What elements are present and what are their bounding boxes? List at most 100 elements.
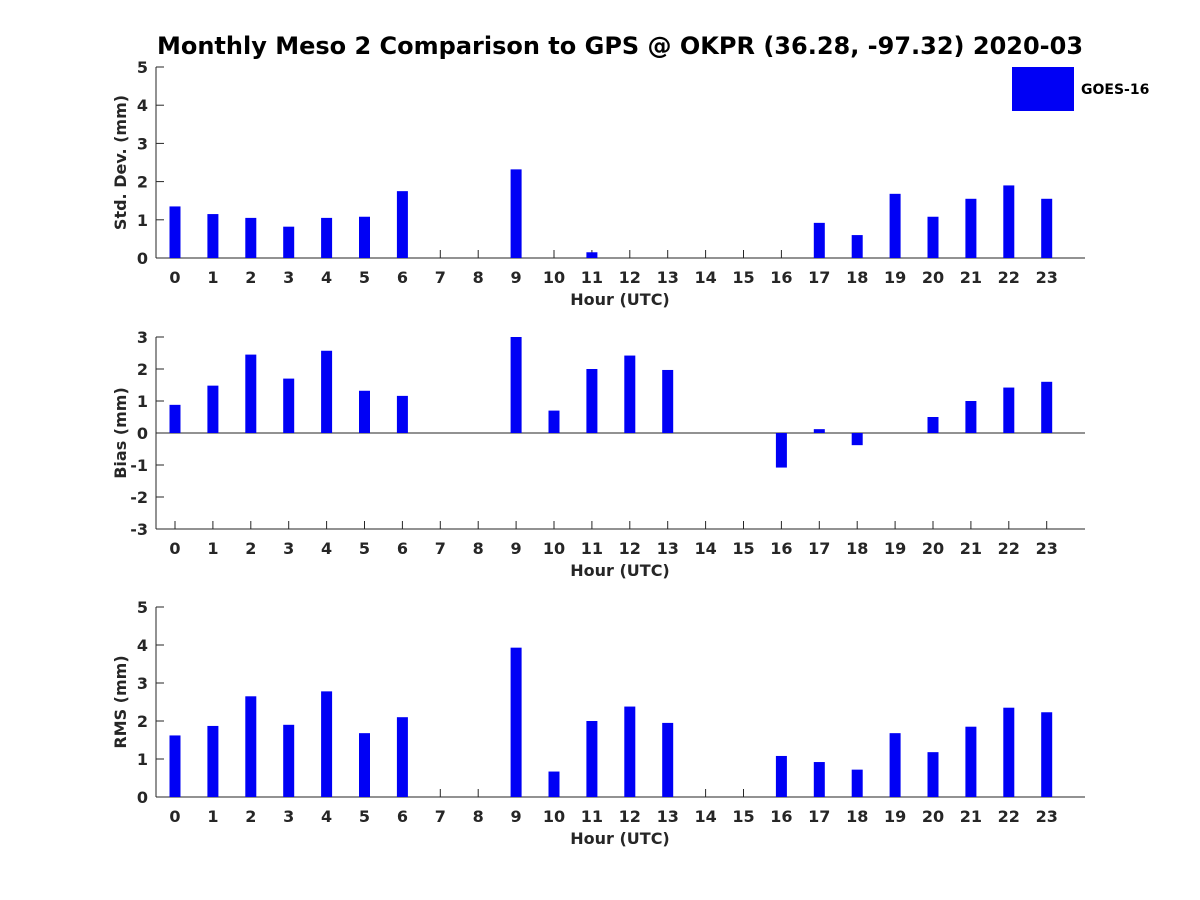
x-tick-label: 21	[960, 268, 982, 287]
x-tick-label: 5	[359, 807, 370, 826]
x-tick-label: 1	[207, 807, 218, 826]
y-tick-label: 1	[137, 392, 148, 411]
x-tick-label: 20	[922, 807, 944, 826]
x-tick-label: 10	[543, 807, 565, 826]
x-tick-label: 3	[283, 268, 294, 287]
x-tick-label: 18	[846, 268, 868, 287]
bar-hour-17	[813, 762, 825, 797]
x-tick-label: 15	[732, 539, 754, 558]
x-tick-label: 9	[511, 268, 522, 287]
bar-hour-0	[169, 404, 181, 433]
x-tick-label: 16	[770, 268, 792, 287]
x-tick-label: 3	[283, 539, 294, 558]
bar-hour-21	[965, 198, 977, 258]
y-tick-label: 4	[137, 636, 148, 655]
y-tick-label: 1	[137, 750, 148, 769]
y-axis-label: Bias (mm)	[111, 387, 130, 479]
bar-hour-23	[1041, 198, 1053, 258]
bar-hour-6	[396, 717, 408, 797]
y-tick-label: 3	[137, 674, 148, 693]
x-tick-label: 19	[884, 807, 906, 826]
bar-hour-11	[586, 369, 598, 433]
x-tick-label: 15	[732, 807, 754, 826]
x-tick-label: 22	[998, 539, 1020, 558]
bar-hour-1	[207, 385, 219, 433]
bar-hour-22	[1003, 707, 1015, 797]
y-tick-label: 0	[137, 424, 148, 443]
x-tick-label: 1	[207, 539, 218, 558]
x-tick-label: 0	[169, 807, 180, 826]
x-tick-label: 13	[657, 268, 679, 287]
x-tick-label: 14	[694, 268, 716, 287]
bar-hour-21	[965, 726, 977, 797]
x-tick-label: 13	[657, 539, 679, 558]
x-tick-label: 3	[283, 807, 294, 826]
bar-hour-13	[662, 369, 674, 433]
x-tick-label: 0	[169, 268, 180, 287]
bar-hour-4	[321, 217, 333, 258]
bar-hour-17	[813, 222, 825, 258]
y-tick-label: 4	[137, 96, 148, 115]
x-tick-label: 10	[543, 539, 565, 558]
y-tick-label: 2	[137, 360, 148, 379]
bar-hour-5	[359, 733, 370, 797]
y-tick-label: 2	[137, 173, 148, 192]
y-axis-label: Std. Dev. (mm)	[111, 95, 130, 230]
x-tick-label: 17	[808, 268, 830, 287]
x-tick-label: 11	[581, 539, 603, 558]
bar-hour-13	[662, 722, 674, 797]
x-tick-label: 18	[846, 807, 868, 826]
bar-hour-11	[586, 721, 598, 797]
x-tick-label: 8	[473, 807, 484, 826]
bar-hour-18	[851, 433, 863, 446]
bar-hour-12	[624, 706, 636, 797]
bar-hour-23	[1041, 381, 1053, 433]
x-tick-label: 5	[359, 539, 370, 558]
y-tick-label: 1	[137, 211, 148, 230]
bar-hour-22	[1003, 185, 1015, 258]
bar-hour-2	[245, 354, 257, 433]
y-tick-label: -3	[130, 520, 148, 539]
bar-hour-18	[851, 235, 863, 258]
x-tick-label: 12	[619, 807, 641, 826]
bar-hour-0	[169, 206, 181, 258]
x-tick-label: 10	[543, 268, 565, 287]
y-tick-label: 5	[137, 598, 148, 617]
x-tick-label: 13	[657, 807, 679, 826]
x-tick-label: 18	[846, 539, 868, 558]
x-tick-label: 14	[694, 539, 716, 558]
bar-hour-2	[245, 217, 257, 258]
x-tick-label: 12	[619, 268, 641, 287]
bar-hour-9	[510, 647, 522, 797]
x-tick-label: 8	[473, 539, 484, 558]
x-tick-label: 17	[808, 807, 830, 826]
x-tick-label: 21	[960, 539, 982, 558]
x-tick-label: 7	[435, 539, 446, 558]
y-axis-label: RMS (mm)	[111, 655, 130, 748]
x-tick-label: 9	[511, 807, 522, 826]
legend: GOES-16	[1012, 67, 1149, 111]
x-tick-label: 8	[473, 268, 484, 287]
x-tick-label: 7	[435, 807, 446, 826]
bar-hour-18	[851, 769, 863, 797]
bar-hour-21	[965, 401, 977, 433]
chart-title: Monthly Meso 2 Comparison to GPS @ OKPR …	[157, 32, 1083, 60]
bar-hour-11	[586, 252, 598, 258]
x-tick-label: 1	[207, 268, 218, 287]
x-tick-label: 4	[321, 807, 332, 826]
bar-hour-4	[321, 691, 333, 797]
x-tick-label: 21	[960, 807, 982, 826]
bar-hour-1	[207, 725, 219, 797]
x-axis-label: Hour (UTC)	[570, 561, 670, 580]
bar-hour-6	[396, 191, 408, 258]
bar-hour-12	[624, 355, 636, 433]
y-tick-label: -2	[130, 488, 148, 507]
x-tick-label: 7	[435, 268, 446, 287]
y-tick-label: 0	[137, 788, 148, 807]
bar-hour-23	[1041, 712, 1053, 797]
x-tick-label: 4	[321, 268, 332, 287]
x-tick-label: 11	[581, 807, 603, 826]
bar-hour-16	[775, 755, 787, 797]
x-axis-label: Hour (UTC)	[570, 290, 670, 309]
bar-hour-10	[548, 771, 560, 797]
